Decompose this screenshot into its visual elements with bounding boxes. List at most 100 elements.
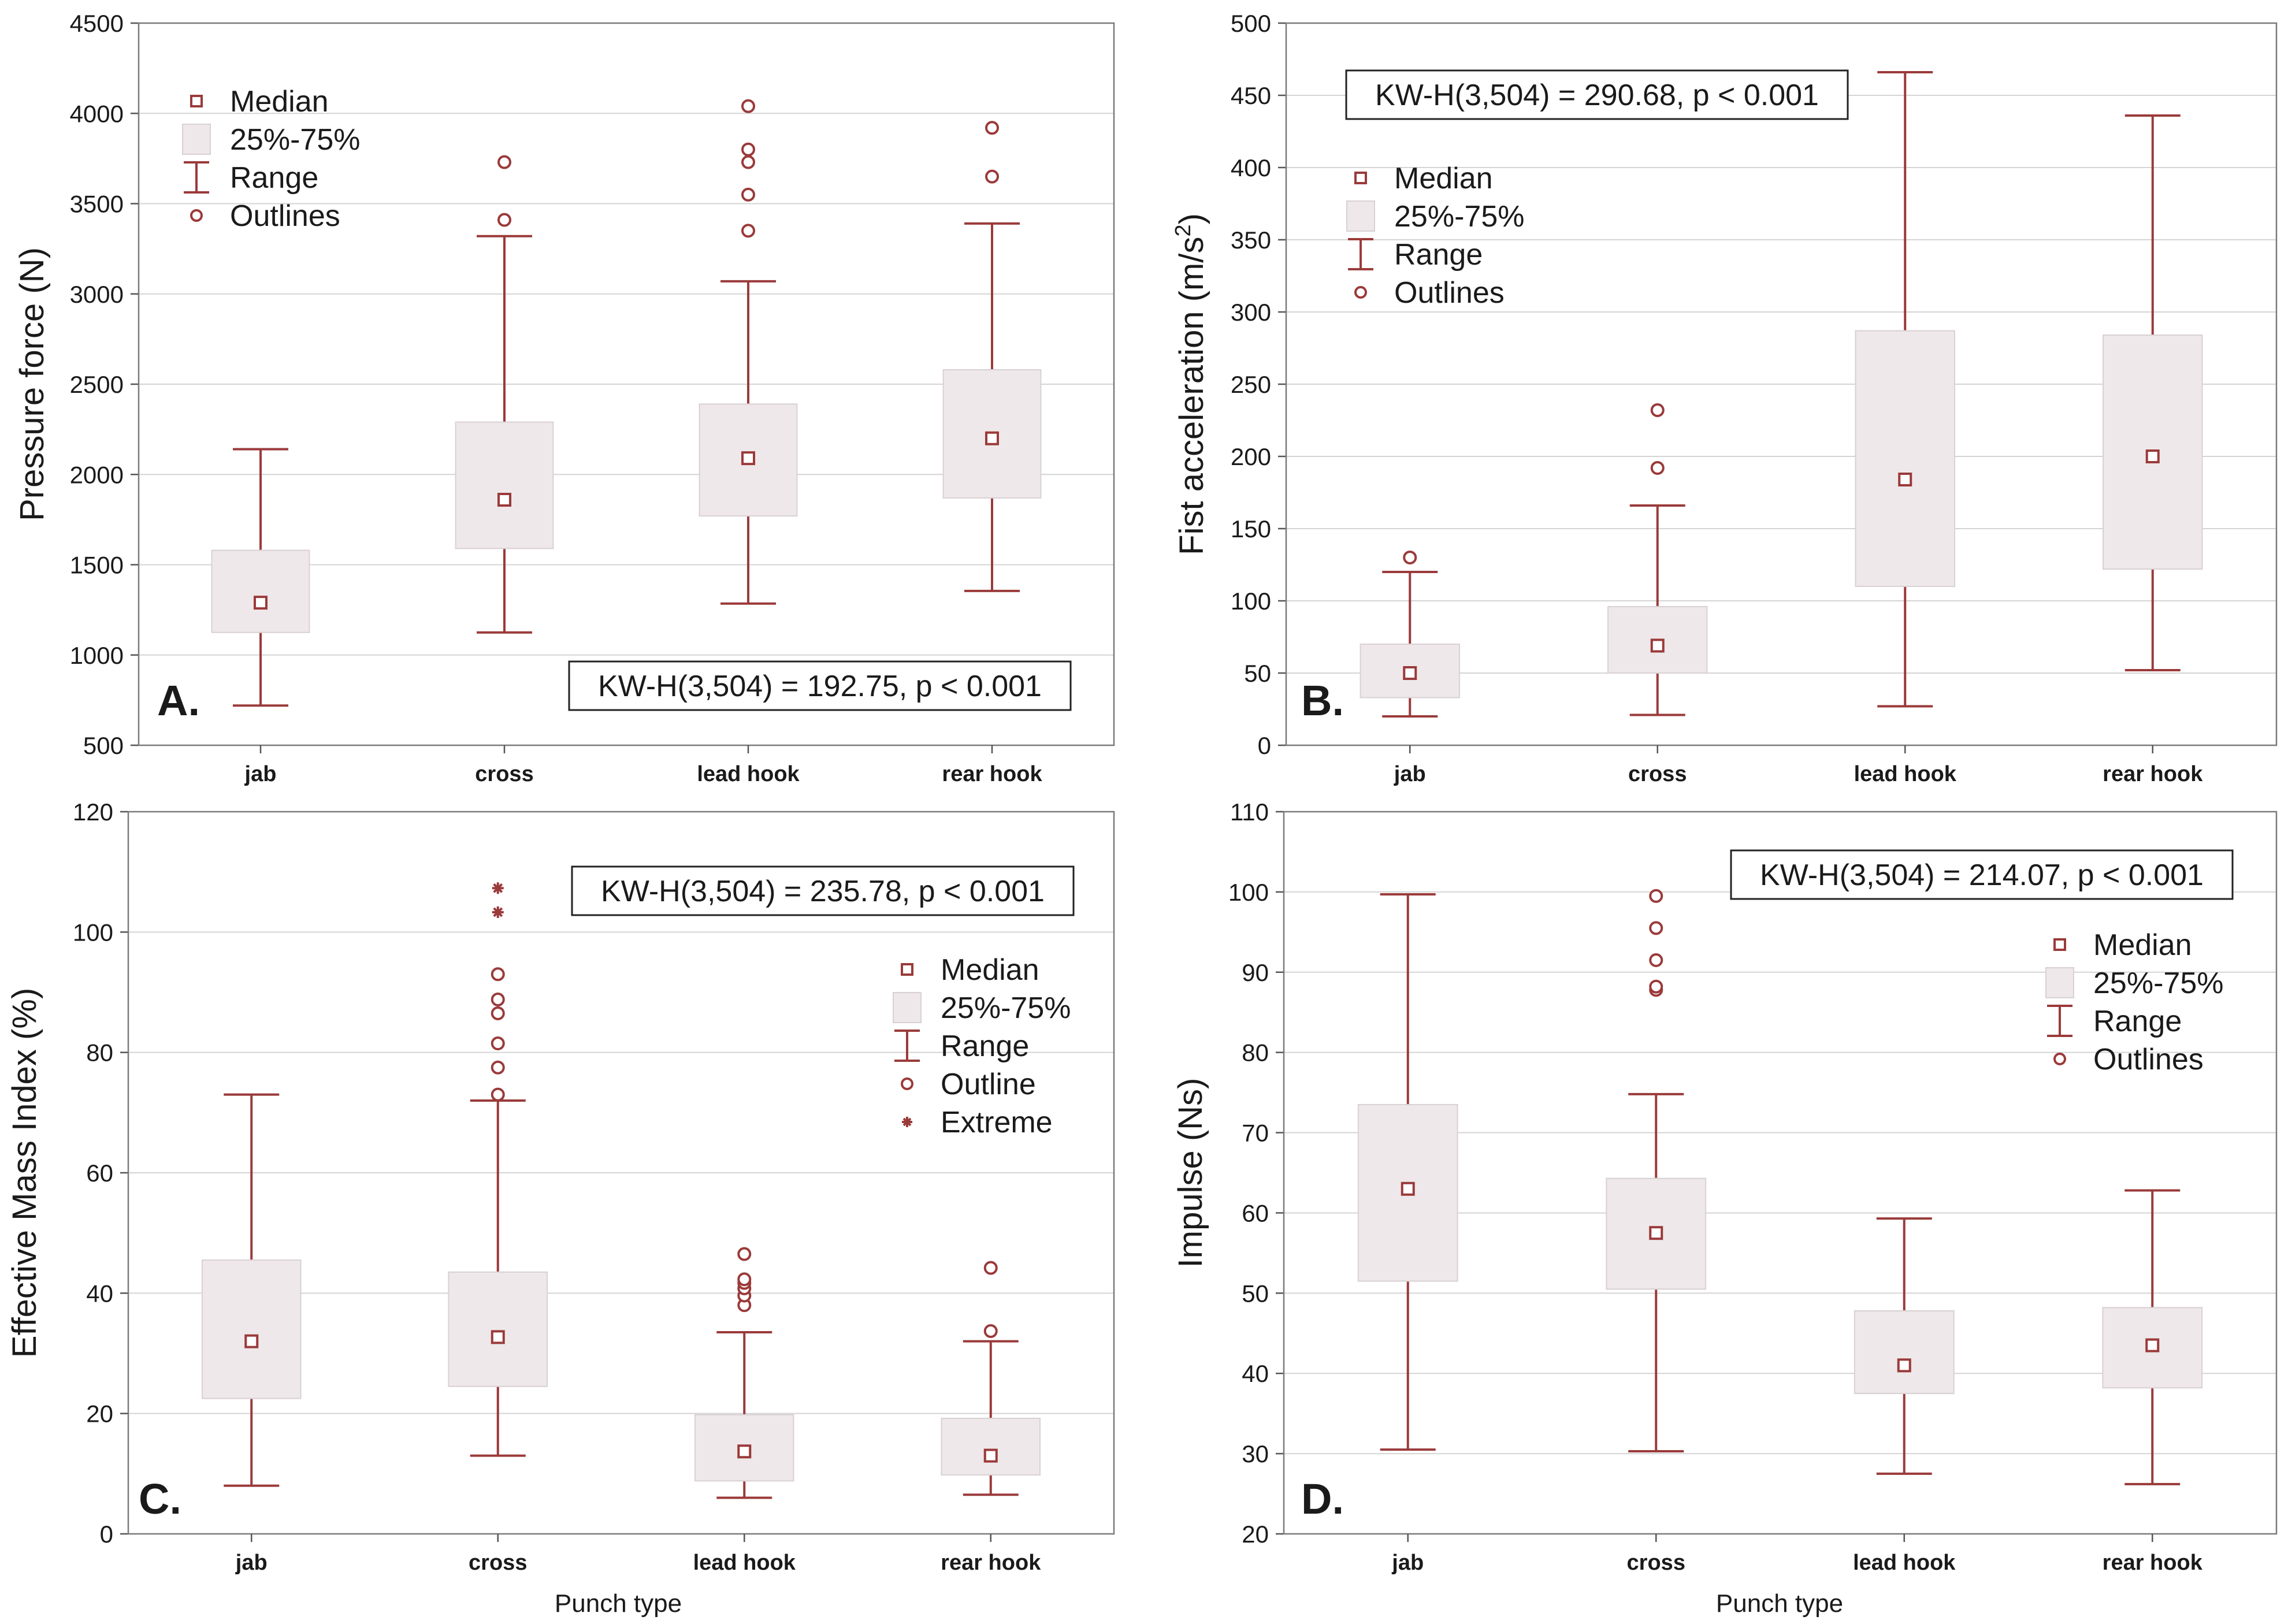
legend-box-icon xyxy=(2045,967,2074,998)
median-marker xyxy=(1898,473,1912,486)
outlier-point xyxy=(741,155,755,169)
x-category-label: jab xyxy=(244,762,277,786)
median-marker xyxy=(1650,638,1665,653)
y-tick-label: 3500 xyxy=(70,191,124,218)
legend-label: Median xyxy=(1394,162,1493,195)
y-axis-label: Fist acceleration (m/s2) xyxy=(1171,213,1210,555)
y-tick-label: 110 xyxy=(1230,798,1269,826)
legend-outlier-icon xyxy=(2053,1053,2066,1065)
y-tick-label: 60 xyxy=(86,1160,113,1187)
x-category-label: rear hook xyxy=(942,762,1042,786)
median-marker xyxy=(983,1448,998,1463)
plot-frame xyxy=(138,22,1115,746)
panel-d-impulse: 20 30 40 50 60 70 80 90 100 110 Impulse (Ns) jab cro… xyxy=(1172,798,2278,1618)
y-tick-label: 60 xyxy=(1242,1199,1269,1227)
iqr-box xyxy=(941,1418,1041,1476)
plot-frame xyxy=(127,811,1115,1535)
iqr-box xyxy=(455,421,554,549)
outlier-point xyxy=(1650,461,1665,475)
y-tick-label: 40 xyxy=(1242,1360,1269,1387)
legend-label: Median xyxy=(941,953,1039,987)
median-marker xyxy=(737,1444,752,1459)
y-tick-label: 500 xyxy=(1231,10,1271,37)
legend-label: Median xyxy=(2093,928,2192,962)
legend-label: Outlines xyxy=(230,199,340,233)
legend-label: Outlines xyxy=(1394,276,1505,310)
legend-box-icon xyxy=(893,992,922,1023)
iqr-box xyxy=(1854,1310,1955,1394)
outlier-point xyxy=(741,99,755,113)
legend-label: 25%-75% xyxy=(941,991,1071,1025)
median-marker xyxy=(2145,449,2160,463)
stat-annotation-box xyxy=(568,660,1072,711)
x-category-label: cross xyxy=(469,1551,527,1575)
outlier-point xyxy=(491,967,505,982)
y-axis-label: Impulse (Ns) xyxy=(1172,1078,1209,1268)
outlier-point xyxy=(741,187,755,202)
x-category-label: cross xyxy=(1627,1551,1685,1575)
x-category-label: rear hook xyxy=(2103,1551,2203,1575)
median-marker xyxy=(985,431,999,445)
x-category-label: rear hook xyxy=(941,1551,1041,1575)
x-axis-label: Punch type xyxy=(555,1589,682,1618)
outlier-point xyxy=(491,1087,505,1102)
y-tick-label: 50 xyxy=(1244,660,1271,687)
x-category-label: lead hook xyxy=(1853,1551,1956,1575)
y-tick-label: 100 xyxy=(1228,879,1269,906)
x-category-label: lead hook xyxy=(1854,762,1957,786)
legend-label: 25%-75% xyxy=(1394,200,1524,233)
panel-b-fist-acceleration: 0 50 100 150 200 250 300 350 400 450 500 Fist accel… xyxy=(1171,10,2278,786)
y-tick-label: 0 xyxy=(100,1521,113,1548)
outlier-point xyxy=(1403,551,1417,564)
y-tick-label: 400 xyxy=(1231,154,1271,181)
outlier-point xyxy=(985,169,999,184)
median-marker xyxy=(741,451,755,466)
outlier-point xyxy=(491,1060,505,1075)
legend-label: Range xyxy=(941,1030,1029,1063)
legend-label: Range xyxy=(230,161,318,195)
median-marker xyxy=(1897,1358,1911,1373)
y-tick-label: 300 xyxy=(1231,299,1271,326)
stat-annotation-text: KW-H(3,504) = 192.75, p < 0.001 xyxy=(598,670,1042,703)
extreme-stroke xyxy=(493,907,503,917)
outlier-point xyxy=(1650,403,1665,417)
y-tick-label: 200 xyxy=(1231,443,1271,470)
legend: Median 25%-75% Range Outline Extreme xyxy=(893,953,1071,1139)
y-axis-label-end: ) xyxy=(1173,213,1210,224)
x-category-label: cross xyxy=(1628,762,1687,786)
panel-letter: C. xyxy=(139,1475,181,1523)
x-category-label: jab xyxy=(1394,762,1426,786)
y-tick-label: 1500 xyxy=(70,552,124,579)
stat-annotation-box xyxy=(1730,849,2234,900)
legend: Median 25%-75% Range Outlines xyxy=(182,85,360,233)
y-tick-label: 20 xyxy=(1242,1521,1269,1548)
legend-median-icon xyxy=(2053,938,2066,951)
legend-label: Extreme xyxy=(941,1106,1053,1139)
panel-letter: B. xyxy=(1301,677,1344,724)
x-axis-label: Punch type xyxy=(1716,1589,1843,1618)
y-tick-label: 70 xyxy=(1242,1120,1269,1147)
x-category-label: lead hook xyxy=(697,762,800,786)
stat-annotation-text: KW-H(3,504) = 214.07, p < 0.001 xyxy=(1760,859,2204,892)
outlier-point xyxy=(741,224,755,238)
y-axis-label-superscript: 2 xyxy=(1171,225,1195,237)
plot-frame xyxy=(1283,811,2278,1535)
outlier-point xyxy=(491,1036,505,1051)
stat-annotation-text: KW-H(3,504) = 235.78, p < 0.001 xyxy=(601,875,1045,908)
y-tick-label: 100 xyxy=(73,919,113,946)
y-tick-label: 2000 xyxy=(70,461,124,488)
legend-median-icon xyxy=(190,95,203,107)
stat-annotation-text: KW-H(3,504) = 290.68, p < 0.001 xyxy=(1375,79,1819,112)
y-tick-label: 150 xyxy=(1231,515,1271,542)
iqr-box xyxy=(201,1259,302,1399)
legend-median-icon xyxy=(1354,172,1367,184)
y-tick-label: 100 xyxy=(1231,588,1271,615)
x-category-label: jab xyxy=(1391,1551,1424,1575)
legend-box-icon xyxy=(182,124,211,155)
legend-box-icon xyxy=(1346,200,1375,232)
outlier-point xyxy=(491,1006,505,1020)
y-tick-label: 2500 xyxy=(70,371,124,398)
median-marker xyxy=(254,596,268,610)
y-tick-label: 250 xyxy=(1231,371,1271,398)
stat-annotation-box xyxy=(571,865,1075,916)
